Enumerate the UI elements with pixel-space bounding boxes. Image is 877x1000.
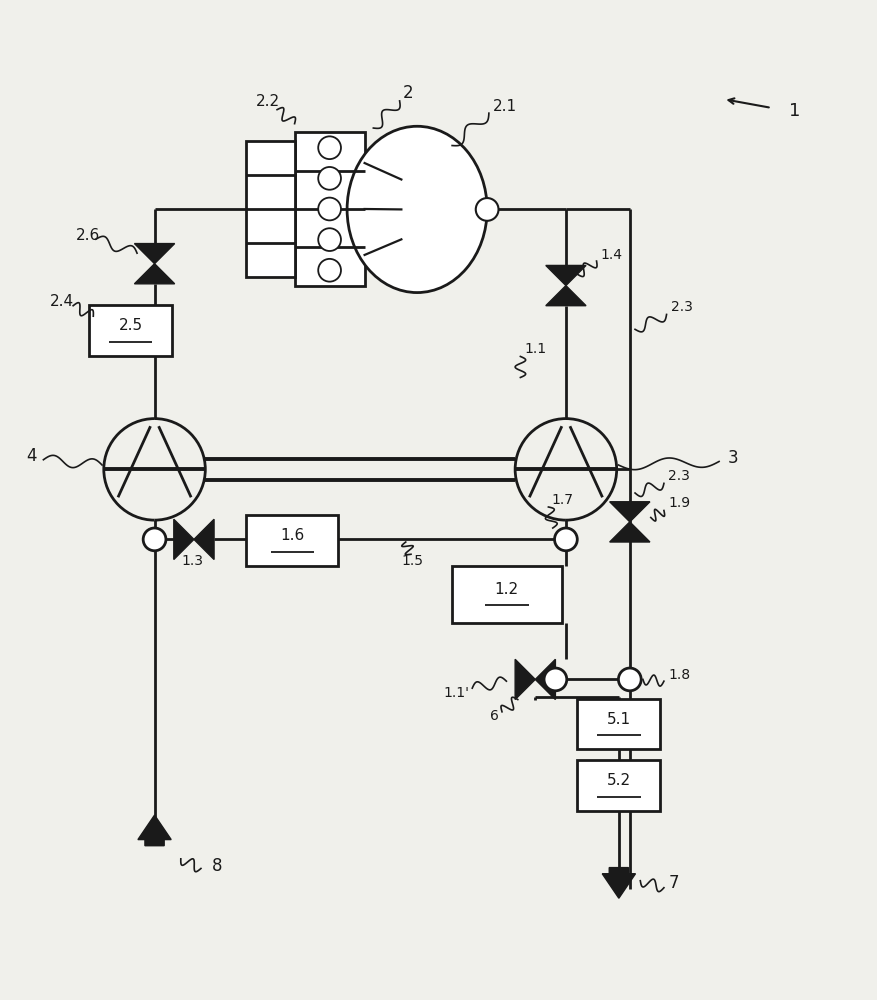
Bar xyxy=(577,760,660,811)
Circle shape xyxy=(617,668,640,691)
Polygon shape xyxy=(535,659,555,700)
Text: 1.6: 1.6 xyxy=(280,528,304,543)
Text: 8: 8 xyxy=(211,857,222,875)
Bar xyxy=(577,699,660,749)
Circle shape xyxy=(554,528,577,551)
Text: 1.2: 1.2 xyxy=(495,582,518,597)
Bar xyxy=(89,305,172,356)
Text: 1.8: 1.8 xyxy=(667,668,689,682)
FancyArrow shape xyxy=(138,815,171,846)
Text: 4: 4 xyxy=(25,447,36,465)
Circle shape xyxy=(143,528,166,551)
Text: 2.2: 2.2 xyxy=(256,94,280,109)
Bar xyxy=(452,566,561,623)
FancyArrow shape xyxy=(602,868,635,898)
Polygon shape xyxy=(174,519,194,560)
Polygon shape xyxy=(134,244,175,264)
Bar xyxy=(246,141,295,277)
Polygon shape xyxy=(545,265,585,286)
Text: 6: 6 xyxy=(489,709,498,723)
Circle shape xyxy=(317,259,340,282)
Circle shape xyxy=(317,228,340,251)
Text: 2.4: 2.4 xyxy=(49,294,74,309)
Circle shape xyxy=(317,136,340,159)
Polygon shape xyxy=(194,519,214,560)
Bar xyxy=(246,515,338,566)
Text: 2.5: 2.5 xyxy=(118,318,142,333)
Text: 1.5: 1.5 xyxy=(402,554,424,568)
Text: 1.1': 1.1' xyxy=(443,686,469,700)
Circle shape xyxy=(317,167,340,190)
Polygon shape xyxy=(515,659,535,700)
Text: 1.1: 1.1 xyxy=(524,342,546,356)
Circle shape xyxy=(317,198,340,220)
Text: 1.3: 1.3 xyxy=(181,554,203,568)
Circle shape xyxy=(475,198,498,221)
Text: 5.2: 5.2 xyxy=(606,773,631,788)
Text: 5.1: 5.1 xyxy=(606,712,631,727)
Text: 1.7: 1.7 xyxy=(551,493,573,507)
Polygon shape xyxy=(609,502,649,522)
Ellipse shape xyxy=(346,126,487,293)
Text: 7: 7 xyxy=(667,874,678,892)
Text: 1.9: 1.9 xyxy=(667,496,689,510)
Text: 2.1: 2.1 xyxy=(492,99,517,114)
Text: 2.6: 2.6 xyxy=(75,228,100,243)
Text: 2.3: 2.3 xyxy=(670,300,692,314)
Bar xyxy=(295,132,364,286)
Text: 2.3: 2.3 xyxy=(667,469,689,483)
Polygon shape xyxy=(134,264,175,284)
Text: 1: 1 xyxy=(788,102,800,120)
Text: 1.4: 1.4 xyxy=(600,248,622,262)
Circle shape xyxy=(544,668,567,691)
Polygon shape xyxy=(609,522,649,542)
Text: 3: 3 xyxy=(727,449,738,467)
Polygon shape xyxy=(545,286,585,306)
Text: 2: 2 xyxy=(403,84,413,102)
